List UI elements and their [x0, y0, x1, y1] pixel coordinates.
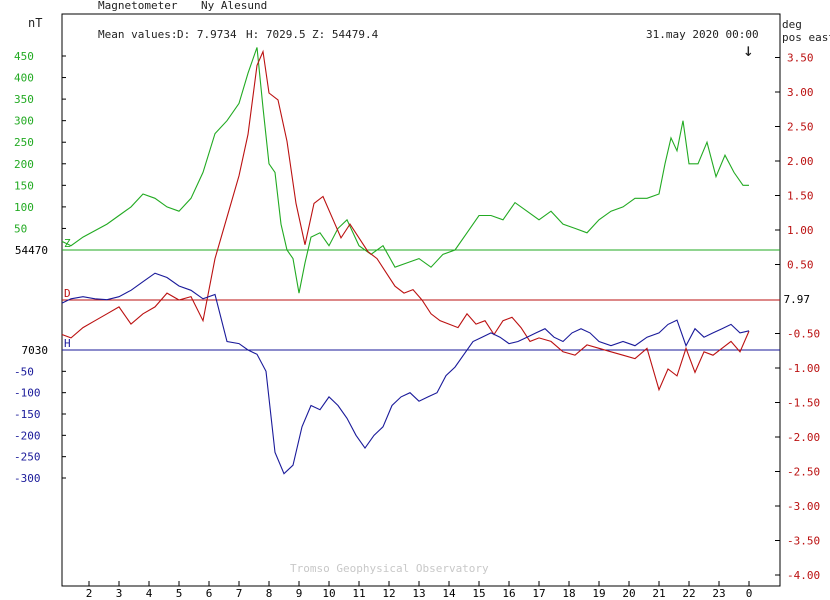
tick-group	[62, 55, 780, 586]
left-tick-label-z: 100	[14, 201, 34, 214]
right-tick-label: 3.50	[787, 52, 814, 65]
footer-credit: Tromso Geophysical Observatory	[290, 562, 489, 575]
x-tick-label: 23	[712, 587, 725, 600]
right-tick-label: 0.50	[787, 259, 814, 272]
right-tick-label: -3.50	[787, 535, 820, 548]
chart-title: Magnetometer	[98, 0, 178, 12]
left-tick-label-h: -250	[14, 451, 41, 464]
left-tick-label-z: 50	[14, 222, 27, 235]
x-tick-label: 19	[592, 587, 605, 600]
right-tick-label: -1.50	[787, 397, 820, 410]
right-tick-label: -4.00	[787, 569, 820, 582]
baseline-letter-z: Z	[64, 237, 71, 250]
left-tick-label-h: -100	[14, 387, 41, 400]
right-tick-label: -0.50	[787, 328, 820, 341]
x-tick-label: 9	[296, 587, 303, 600]
x-tick-label: 16	[502, 587, 515, 600]
left-tick-label-z: 300	[14, 115, 34, 128]
x-tick-label: 13	[412, 587, 425, 600]
right-tick-label: -3.00	[787, 500, 820, 513]
series-line-d	[61, 49, 750, 392]
right-tick-label: -2.00	[787, 431, 820, 444]
x-tick-label: 4	[146, 587, 153, 600]
left-tick-label-z: 350	[14, 93, 34, 106]
mean-d: D: 7.9734	[177, 28, 237, 41]
right-axis-unit-pos-east: pos east	[782, 31, 830, 44]
right-tick-label: 3.00	[787, 86, 814, 99]
right-tick-label: 1.50	[787, 190, 814, 203]
station-name: Ny Alesund	[201, 0, 268, 12]
x-tick-label: 10	[322, 587, 335, 600]
mean-z: Z: 54479.4	[312, 28, 379, 41]
x-tick-label: 7	[236, 587, 243, 600]
x-tick-label: 0	[746, 587, 753, 600]
right-tick-label: -2.50	[787, 466, 820, 479]
left-tick-label-z: 200	[14, 158, 34, 171]
baseline-value-z: 54470	[15, 244, 48, 257]
x-tick-label: 17	[532, 587, 545, 600]
date-label: 31.may 2020 00:00	[646, 28, 759, 41]
baseline-group	[62, 249, 780, 351]
left-tick-label-z: 450	[14, 50, 34, 63]
baseline-value-d: 7.97	[784, 293, 811, 306]
left-tick-label-z: 150	[14, 179, 34, 192]
x-tick-label: 3	[116, 587, 123, 600]
x-tick-label: 5	[176, 587, 183, 600]
left-tick-label-h: -150	[14, 408, 41, 421]
left-axis-unit: nT	[28, 16, 43, 30]
x-tick-label: 2	[86, 587, 93, 600]
x-tick-label: 12	[382, 587, 395, 600]
series-line-h	[61, 272, 750, 475]
left-tick-label-h: -300	[14, 472, 41, 485]
series-group	[61, 47, 750, 475]
x-tick-label: 6	[206, 587, 213, 600]
series-line-z	[61, 47, 749, 294]
x-tick-label: 8	[266, 587, 273, 600]
right-tick-label: -1.00	[787, 362, 820, 375]
right-tick-label: 1.00	[787, 224, 814, 237]
left-tick-label-z: 400	[14, 72, 34, 85]
baseline-value-h: 7030	[22, 344, 49, 357]
left-tick-label-h: -200	[14, 429, 41, 442]
x-tick-label: 22	[682, 587, 695, 600]
right-axis-unit-deg: deg	[782, 18, 802, 31]
x-tick-label: 21	[652, 587, 665, 600]
left-tick-label-h: -50	[14, 365, 34, 378]
left-tick-label-z: 250	[14, 136, 34, 149]
x-tick-label: 11	[352, 587, 365, 600]
arrow-down-icon: ↓	[743, 40, 754, 61]
mean-h: H: 7029.5	[246, 28, 306, 41]
right-tick-label: 2.00	[787, 155, 814, 168]
x-tick-label: 18	[562, 587, 575, 600]
right-tick-label: 2.50	[787, 121, 814, 134]
baseline-letter-d: D	[64, 287, 71, 300]
mean-values-label: Mean values:	[98, 28, 178, 41]
x-tick-label: 20	[622, 587, 635, 600]
x-tick-label: 14	[442, 587, 456, 600]
x-tick-label: 15	[472, 587, 485, 600]
baseline-letter-h: H	[64, 337, 71, 350]
